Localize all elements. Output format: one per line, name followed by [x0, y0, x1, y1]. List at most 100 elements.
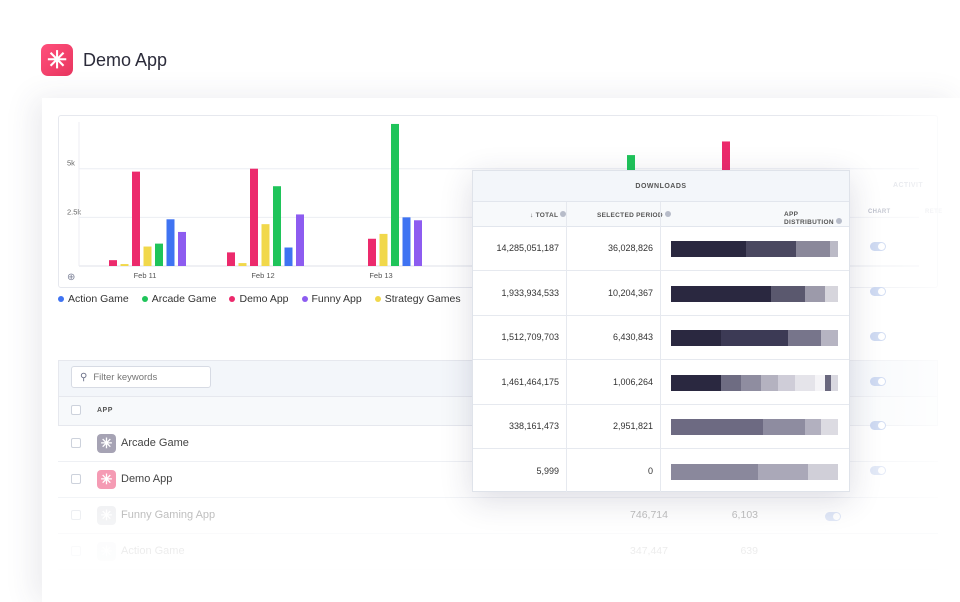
- zoom-icon[interactable]: ⊕: [67, 272, 76, 283]
- chart-toggle[interactable]: [870, 377, 886, 386]
- distribution-segment: [831, 374, 838, 391]
- distribution-segment: [721, 374, 742, 391]
- chart-bar: [143, 246, 152, 266]
- distribution-segment: [787, 330, 822, 346]
- total-downloads: 338,161,473: [508, 421, 559, 431]
- chart-bar: [178, 231, 186, 266]
- app-distribution-bar: [671, 241, 838, 257]
- column-divider: [660, 202, 661, 492]
- app-asterisk-icon: ✳: [97, 434, 116, 453]
- chart-bar: [120, 264, 129, 266]
- app-name[interactable]: Arcade Game: [121, 437, 189, 449]
- downloads-row[interactable]: 14,285,051,187 36,028,826: [473, 227, 849, 271]
- distribution-segment: [671, 374, 722, 391]
- downloads-row[interactable]: 1,933,934,533 10,204,367: [473, 272, 849, 316]
- info-icon[interactable]: [664, 211, 671, 217]
- distribution-segment: [814, 374, 825, 391]
- total-downloads: 746,714: [630, 509, 668, 521]
- distribution-segment: [741, 374, 762, 391]
- column-header-total[interactable]: ↓ TOTAL: [530, 211, 567, 219]
- selected-period-downloads: 2,951,821: [612, 421, 653, 431]
- distribution-segment: [804, 419, 822, 435]
- downloads-header: DOWNLOADS: [473, 171, 849, 202]
- distribution-segment: [796, 241, 830, 257]
- row-checkbox[interactable]: [71, 510, 81, 520]
- total-downloads: 1,933,934,533: [501, 287, 559, 298]
- distribution-segment: [807, 463, 838, 480]
- selected-period-downloads: 0: [647, 465, 653, 476]
- chart-toggle[interactable]: [870, 332, 886, 341]
- legend-item-arcade-game[interactable]: Arcade Game: [141, 293, 217, 305]
- app-asterisk-icon: ✳: [97, 470, 116, 489]
- chart-bar: [296, 214, 304, 266]
- column-header-app[interactable]: APP: [97, 407, 113, 414]
- chart-toggle[interactable]: [825, 512, 841, 521]
- total-downloads: 1,461,464,175: [501, 376, 559, 387]
- y-tick-label: 5k: [67, 159, 75, 168]
- chart-legend: Action Game Arcade Game Demo App Funny A…: [58, 293, 461, 305]
- filter-keywords-input[interactable]: [93, 371, 194, 383]
- column-header-total-label: TOTAL: [535, 212, 559, 219]
- x-tick-label: Feb 13: [369, 271, 392, 280]
- chart-bar: [155, 243, 163, 266]
- chart-bar: [273, 186, 281, 266]
- row-checkbox[interactable]: [71, 474, 81, 484]
- legend-label: Demo App: [239, 293, 289, 305]
- legend-item-action-game[interactable]: Action Game: [58, 293, 129, 305]
- chart-bar: [368, 238, 376, 266]
- row-checkbox[interactable]: [71, 546, 81, 556]
- chart-toggle[interactable]: [870, 421, 886, 430]
- legend-item-funny-app[interactable]: Funny App: [301, 293, 362, 305]
- column-header-chart: CHART: [868, 209, 891, 215]
- downloads-row[interactable]: 1,512,709,703 6,430,843: [473, 316, 849, 360]
- legend-label: Arcade Game: [151, 293, 217, 305]
- chart-bar: [166, 219, 175, 266]
- y-tick-label: 2.5k: [67, 207, 81, 216]
- app-name[interactable]: Funny Gaming App: [121, 509, 216, 521]
- chart-bar: [238, 263, 247, 266]
- distribution-segment: [746, 241, 797, 257]
- chart-bar: [261, 224, 270, 266]
- app-distribution-bar: [671, 330, 838, 346]
- chart-toggle[interactable]: [870, 287, 886, 296]
- distribution-segment: [762, 419, 805, 435]
- filter-box[interactable]: ⚲: [71, 366, 211, 388]
- chart-toggle[interactable]: [870, 242, 886, 251]
- table-row[interactable]: ✳ Funny Gaming App 746,714 6,103: [58, 498, 938, 534]
- legend-label: Action Game: [68, 293, 129, 305]
- chart-bar: [250, 168, 258, 266]
- downloads-row[interactable]: 338,161,473 2,951,821: [473, 405, 849, 449]
- distribution-segment: [804, 285, 825, 302]
- legend-item-demo-app[interactable]: Demo App: [229, 293, 289, 305]
- downloads-row[interactable]: 5,999 0: [473, 450, 849, 494]
- info-icon[interactable]: [560, 211, 567, 217]
- app-asterisk-icon: ✳: [97, 542, 116, 561]
- page-title: Demo App: [83, 49, 168, 70]
- asterisk-logo-icon: ✳: [41, 44, 73, 76]
- app-distribution-bar: [671, 419, 838, 435]
- row-checkbox[interactable]: [71, 438, 81, 448]
- distribution-segment: [671, 241, 747, 257]
- info-icon[interactable]: [835, 218, 842, 224]
- x-tick-label: Feb 12: [251, 271, 274, 280]
- app-distribution-bar: [671, 463, 838, 480]
- downloads-subheader: ↓ TOTAL SELECTED PERIOD APP DISTRIBUTION: [473, 202, 849, 227]
- legend-label: Strategy Games: [384, 293, 461, 305]
- downloads-row[interactable]: 1,461,464,175 1,006,264: [473, 361, 849, 405]
- column-header-selected-label: SELECTED PERIOD: [597, 212, 663, 219]
- chart-bar: [132, 171, 140, 266]
- column-header-selected-period[interactable]: SELECTED PERIOD: [597, 211, 671, 219]
- app-name[interactable]: Demo App: [121, 473, 173, 485]
- select-all-checkbox[interactable]: [71, 405, 81, 415]
- table-row[interactable]: ✳ Action Game 347,447 639: [58, 534, 938, 570]
- legend-item-strategy-games[interactable]: Strategy Games: [374, 293, 461, 305]
- distribution-segment: [671, 285, 772, 302]
- legend-dot: [141, 296, 148, 302]
- total-downloads: 347,447: [630, 545, 668, 557]
- column-header-app-distribution[interactable]: APP DISTRIBUTION: [784, 211, 849, 226]
- chart-toggle[interactable]: [870, 466, 886, 475]
- x-tick-label: Feb 11: [134, 271, 157, 280]
- app-header: ✳ Demo App: [41, 44, 167, 76]
- selected-period-downloads: 36,028,826: [607, 243, 653, 253]
- app-name[interactable]: Action Game: [121, 545, 185, 557]
